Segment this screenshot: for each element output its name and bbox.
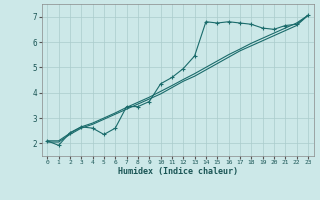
X-axis label: Humidex (Indice chaleur): Humidex (Indice chaleur)	[118, 167, 237, 176]
